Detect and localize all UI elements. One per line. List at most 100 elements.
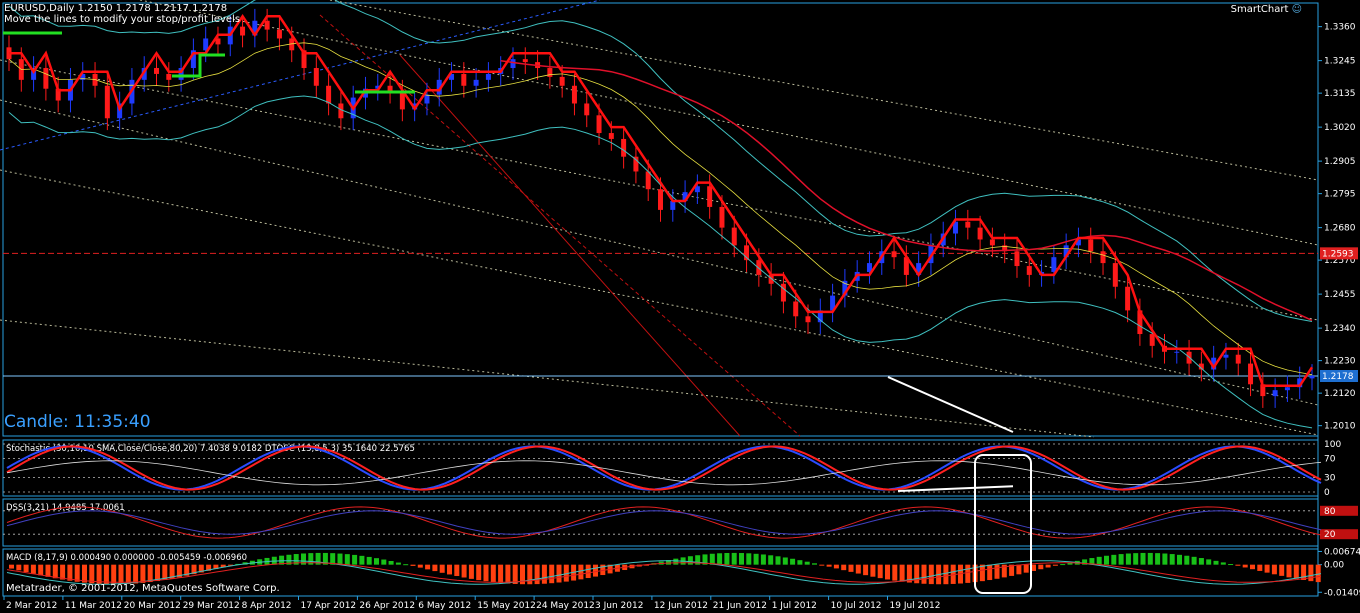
dss-tick-label: 20 — [1324, 530, 1336, 540]
candle-body — [793, 301, 799, 317]
candle-body — [1002, 245, 1008, 252]
macd-histogram-bar — [826, 564, 832, 567]
date-tick-label: 12 Jun 2012 — [654, 601, 708, 611]
candle-body — [387, 85, 393, 92]
macd-histogram-bar — [1308, 564, 1314, 582]
macd-line — [6, 560, 1322, 585]
candle-body — [768, 274, 774, 284]
macd-histogram-bar — [155, 564, 160, 582]
price-tick-label: 1.2680 — [1324, 224, 1356, 234]
candle-body — [1112, 263, 1118, 287]
macd-histogram-bar — [1220, 562, 1226, 565]
macd-histogram-bar — [198, 564, 204, 573]
macd-histogram-bar — [1293, 564, 1299, 579]
candle-body — [1248, 363, 1254, 385]
dss-signal-line — [6, 510, 1322, 535]
macd-histogram-bar — [1315, 564, 1321, 583]
date-tick-label: 11 Mar 2012 — [65, 601, 122, 611]
smartchart-label[interactable]: SmartChart ☺ — [1231, 4, 1302, 15]
macd-signal-line — [6, 562, 1322, 583]
macd-histogram-bar — [1191, 556, 1197, 565]
macd-histogram-bar — [1250, 564, 1255, 570]
date-tick-label: 2 Mar 2012 — [6, 601, 57, 611]
macd-histogram-bar — [133, 564, 139, 584]
panel-frame-2 — [2, 498, 1319, 547]
macd-histogram-bar — [1045, 564, 1051, 568]
macd-histogram-bar — [593, 564, 598, 577]
candle-body — [682, 192, 688, 202]
date-tick-label: 24 May 2012 — [536, 601, 595, 611]
macd-histogram-bar — [147, 564, 153, 583]
hint-text: Move the lines to modify your stop/profi… — [4, 14, 241, 25]
macd-histogram-bar — [563, 564, 569, 582]
macd-histogram-bar — [220, 564, 226, 568]
macd-histogram-bar — [162, 564, 168, 580]
red-channel-line — [399, 54, 741, 437]
macd-histogram-bar — [1082, 559, 1088, 565]
candle-body — [178, 68, 184, 80]
candle-body — [596, 115, 602, 134]
stochastic-tick-label: 70 — [1324, 454, 1336, 464]
macd-histogram-bar — [943, 564, 949, 585]
macd-histogram-bar — [1155, 553, 1161, 565]
price-tick-label: 1.2795 — [1324, 190, 1356, 200]
candle-body — [707, 186, 713, 207]
macd-histogram-bar — [833, 564, 839, 569]
macd-histogram-bar — [279, 555, 285, 565]
macd-tick-label: -0.01409 — [1324, 588, 1360, 598]
date-tick-label: 26 Apr 2012 — [359, 601, 415, 611]
price-tick-label: 1.2340 — [1324, 324, 1356, 334]
macd-histogram-bar — [315, 552, 321, 565]
candle-body — [240, 26, 246, 36]
candle-body — [399, 91, 405, 110]
macd-histogram-bar — [359, 555, 365, 565]
macd-histogram-bar — [23, 564, 29, 573]
date-tick-label: 17 Apr 2012 — [301, 601, 357, 611]
candle-body — [1272, 390, 1278, 397]
candle-body — [154, 68, 160, 74]
candle-body — [301, 50, 307, 69]
candle-body — [104, 85, 110, 119]
candle-timer: Candle: 11:35:40 — [4, 412, 151, 432]
candle-body — [965, 221, 971, 228]
macd-histogram-bar — [1257, 564, 1263, 571]
candle-body — [744, 245, 750, 261]
candle-body — [780, 283, 786, 302]
macd-histogram-bar — [74, 564, 80, 582]
macd-histogram-bar — [1031, 564, 1036, 571]
dss-level-badge — [1320, 529, 1358, 540]
macd-histogram-bar — [556, 564, 562, 583]
macd-histogram-bar — [585, 564, 591, 579]
candle-body — [1075, 239, 1081, 246]
macd-histogram-bar — [103, 564, 109, 585]
macd-tick-label: 0.00 — [1324, 561, 1344, 571]
macd-histogram-bar — [673, 558, 679, 565]
macd-histogram-bar — [38, 564, 44, 576]
candle-body — [1051, 257, 1057, 272]
macd-histogram-bar — [1301, 564, 1307, 581]
macd-histogram-bar — [67, 564, 73, 581]
candle-body — [719, 206, 725, 228]
macd-title: MACD (8,17,9) 0.000490 0.000000 -0.00545… — [6, 553, 247, 563]
candle-body — [1100, 251, 1106, 264]
stochastic-main-line — [6, 445, 1322, 491]
stochastic-tick-label: 0 — [1324, 488, 1330, 498]
macd-histogram-bar — [1264, 564, 1270, 573]
divergence-line — [887, 376, 1014, 433]
candle-body — [891, 251, 897, 258]
macd-histogram-bar — [228, 564, 233, 566]
candle-body — [424, 94, 430, 104]
candle-body — [1235, 354, 1241, 364]
candle-body — [55, 88, 61, 101]
macd-histogram-bar — [1242, 564, 1248, 568]
candle-body — [1309, 376, 1315, 379]
price-tick-label: 1.3245 — [1324, 57, 1356, 67]
macd-histogram-bar — [1052, 564, 1058, 566]
macd-histogram-bar — [717, 553, 723, 565]
macd-histogram-bar — [118, 564, 124, 585]
copyright-text: Metatrader, © 2001-2012, MetaQuotes Soft… — [6, 583, 280, 594]
macd-histogram-bar — [1118, 554, 1124, 565]
candle-body — [1137, 310, 1143, 335]
candle-body — [141, 68, 147, 80]
